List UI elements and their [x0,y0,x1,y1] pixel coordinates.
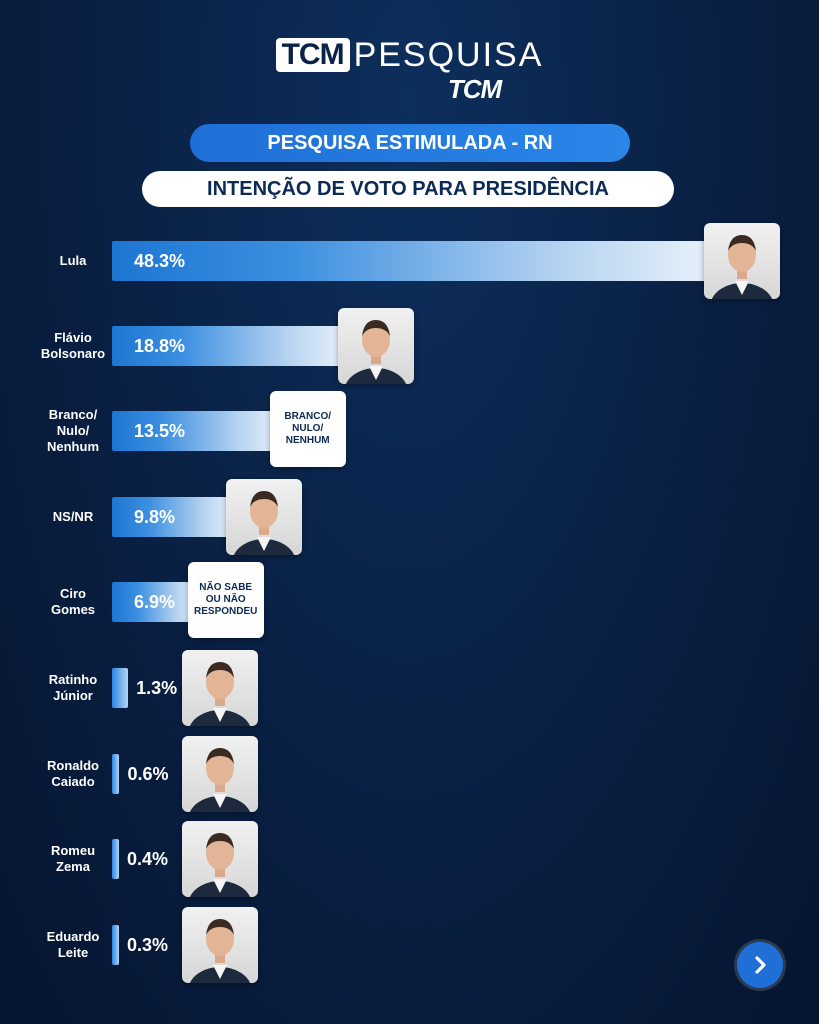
category-label: Ratinho Júnior [48,672,98,703]
person-icon [189,919,251,983]
chart-title: INTENÇÃO DE VOTO PARA PRESIDÊNCIA [142,171,674,207]
brand-box: TCM [275,38,350,72]
chevron-right-icon [755,956,766,974]
category-badge: BRANCO/NULO/NENHUM [269,391,346,467]
value-label: 6.9% [134,592,176,612]
candidate-photo [337,308,414,384]
bar [112,411,280,451]
brand-logo: TCM PESQUISA TCM [0,38,819,105]
value-label: 9.8% [134,507,176,527]
bar [112,326,346,366]
person-icon [189,748,251,812]
bar [112,582,198,622]
brand-sub: TCM [447,74,502,104]
candidate-photo [182,821,258,897]
category-label: Branco/Nulo/Nenhum [47,407,99,454]
category-label: NS/NR [52,509,94,524]
category-label: Ronaldo Caiado [47,758,99,789]
bar [112,241,712,281]
bar [112,925,119,965]
value-label: 18.8% [134,336,186,356]
bar [112,839,119,879]
value-label: 0.6% [127,764,169,784]
candidate-photo [182,907,258,983]
candidate-photo [182,650,258,726]
value-label: 13.5% [134,421,186,441]
category-label: Lula [59,253,87,268]
next-button[interactable] [737,942,783,988]
bar [112,754,120,794]
brand-text: PESQUISA [353,36,544,74]
candidate-photo [182,736,258,812]
category-label: Flávio Bolsonaro [40,330,106,361]
survey-title: PESQUISA ESTIMULADA - RN [190,124,630,162]
value-label: 0.3% [127,935,169,955]
category-label: Ciro Gomes [50,586,96,617]
bar [112,668,129,708]
bar [112,497,234,537]
category-label: Romeu Zema [50,843,96,874]
candidate-photo [704,223,780,299]
person-icon [189,833,251,897]
value-label: 1.3% [136,678,178,698]
person-icon [233,491,294,555]
value-label: 48.3% [134,251,186,271]
category-label: Eduardo Leite [46,929,100,960]
candidate-photo [225,479,302,555]
value-label: 0.4% [127,849,169,869]
person-icon [189,662,251,726]
category-badge: NÃO SABE OU NÃO RESPONDEU [187,562,264,638]
person-icon [345,320,406,384]
person-icon [711,235,773,299]
